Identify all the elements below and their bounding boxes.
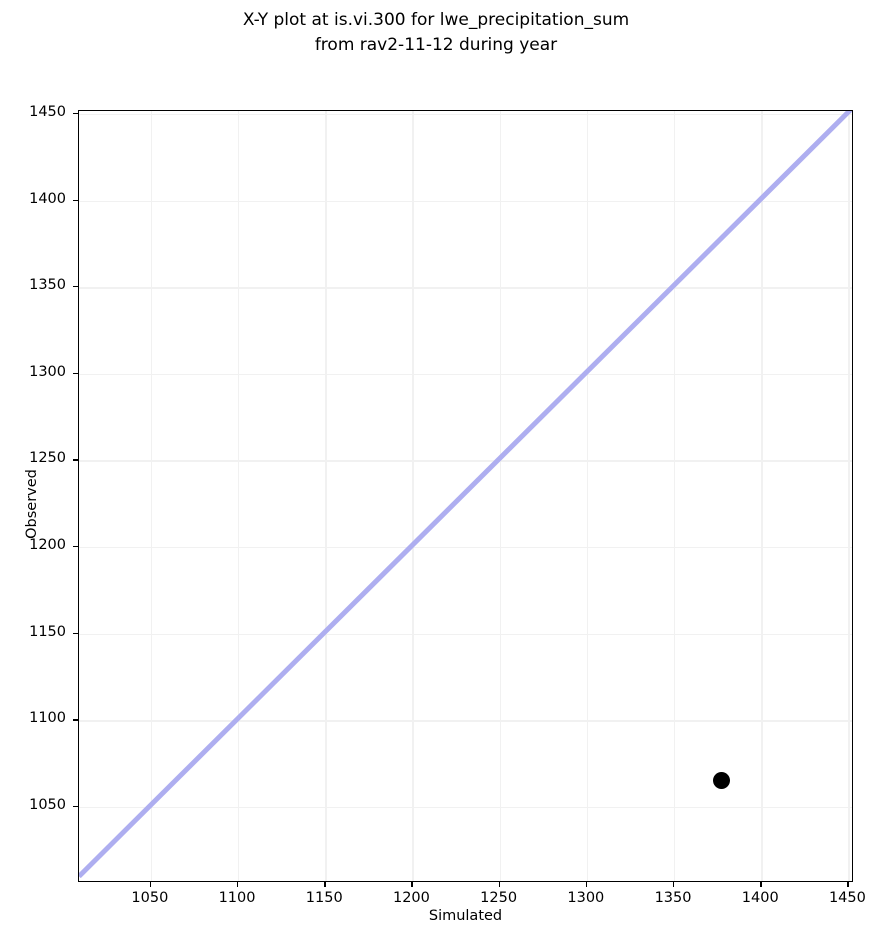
x-tick-label: 1150	[305, 890, 343, 906]
y-tick-mark	[73, 805, 78, 808]
x-tick-label: 1400	[741, 890, 779, 906]
x-tick-label: 1050	[131, 890, 169, 906]
gridline-horizontal	[79, 113, 852, 116]
reference-line-path	[79, 111, 852, 879]
y-tick-label: 1200	[29, 537, 66, 554]
y-tick-label: 1300	[29, 363, 66, 380]
x-tick-label: 1450	[828, 890, 866, 906]
y-tick-label: 1250	[29, 450, 66, 467]
gridline-vertical	[499, 111, 502, 881]
gridline-horizontal	[79, 547, 852, 549]
x-axis-label: Simulated	[428, 908, 503, 924]
y-tick-label: 1350	[29, 277, 66, 294]
gridline-horizontal	[79, 287, 852, 289]
y-tick-mark	[73, 112, 78, 115]
gridline-vertical	[412, 111, 414, 881]
data-point-marker	[712, 772, 730, 790]
gridline-vertical	[325, 111, 327, 881]
one-to-one-reference-line	[79, 111, 852, 879]
x-tick-mark	[847, 882, 849, 887]
x-tick-mark	[760, 882, 762, 887]
chart-title: X-Y plot at is.vi.300 for lwe_precipitat…	[242, 10, 630, 55]
x-tick-mark	[411, 882, 413, 887]
x-tick-label: 1250	[480, 890, 518, 906]
y-tick-label: 1100	[29, 710, 66, 727]
y-axis-label: Observed	[24, 469, 40, 539]
plot-axes	[78, 110, 853, 882]
y-tick-label: 1450	[29, 103, 66, 120]
y-tick-label: 1050	[29, 796, 66, 813]
y-tick-mark	[73, 372, 78, 375]
x-tick-mark	[498, 882, 500, 887]
y-tick-mark	[73, 546, 78, 548]
x-tick-label: 1100	[218, 890, 256, 906]
gridline-horizontal	[79, 720, 852, 722]
x-tick-mark	[149, 882, 152, 887]
y-tick-mark	[73, 286, 78, 288]
y-tick-mark	[73, 719, 78, 721]
plot-area	[79, 111, 852, 881]
x-tick-mark	[585, 882, 588, 887]
gridline-vertical	[150, 111, 153, 881]
gridline-vertical	[238, 111, 240, 881]
x-tick-label: 1200	[392, 890, 430, 906]
gridline-horizontal	[79, 633, 852, 636]
gridline-vertical	[848, 111, 850, 881]
gridline-horizontal	[79, 806, 852, 809]
x-tick-mark	[237, 882, 239, 887]
gridline-vertical	[586, 111, 589, 881]
x-tick-label: 1350	[654, 890, 692, 906]
gridline-vertical	[674, 111, 676, 881]
x-tick-label: 1300	[567, 890, 605, 906]
gridline-horizontal	[79, 373, 852, 376]
x-tick-mark	[673, 882, 675, 887]
y-tick-mark	[73, 199, 78, 201]
gridline-horizontal	[79, 200, 852, 202]
gridline-vertical	[761, 111, 763, 881]
x-tick-mark	[324, 882, 326, 887]
y-tick-mark	[73, 459, 78, 461]
y-tick-label: 1150	[29, 623, 66, 640]
gridline-horizontal	[79, 460, 852, 462]
y-tick-label: 1400	[29, 190, 66, 207]
y-tick-mark	[73, 632, 78, 634]
